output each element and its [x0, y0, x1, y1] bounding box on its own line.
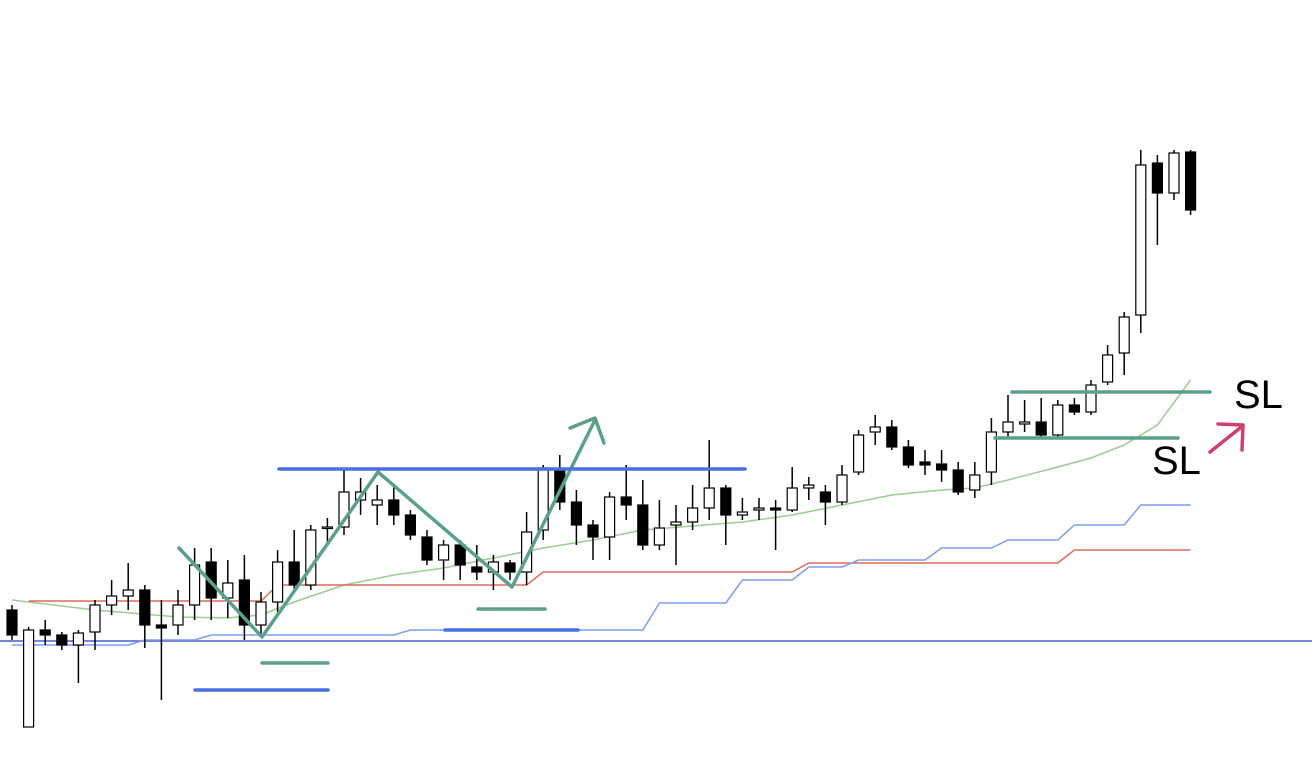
candle-body	[753, 507, 765, 511]
candle-body	[653, 527, 666, 546]
candle-body	[985, 431, 998, 473]
candle-body	[388, 499, 400, 516]
candle-body	[23, 629, 35, 728]
candle-body	[454, 544, 466, 566]
candle-body	[321, 526, 333, 530]
arrow-head	[568, 416, 606, 445]
candle-body	[1135, 164, 1147, 316]
drawings	[177, 390, 1245, 692]
candle-body	[969, 474, 981, 491]
candle-body	[155, 624, 167, 629]
candle-body	[1085, 384, 1097, 413]
candle-body	[1002, 421, 1014, 433]
candle-body	[670, 521, 682, 526]
candle-body	[272, 561, 284, 603]
candle-body	[919, 461, 931, 466]
candle-body	[238, 579, 250, 626]
candle-body	[1035, 421, 1047, 436]
candle-body	[438, 544, 450, 561]
candle-body	[1052, 404, 1064, 436]
candle-body	[620, 496, 632, 506]
candle-body	[603, 496, 616, 538]
candle-body	[819, 491, 832, 503]
candle-body	[471, 566, 483, 573]
candle-body	[105, 595, 118, 606]
indicator-line	[28, 549, 1191, 602]
candle-body	[869, 426, 881, 433]
candle-body	[886, 426, 898, 448]
candle-body	[736, 511, 749, 516]
candle-body	[935, 463, 948, 471]
indicator-line	[12, 504, 1191, 646]
candle-body	[570, 501, 583, 526]
candle-body	[305, 529, 317, 586]
candle-body	[1184, 151, 1197, 211]
candle-body	[504, 562, 516, 573]
indicator-line	[11, 379, 1192, 619]
candle-body	[803, 484, 815, 489]
candle-body	[587, 524, 599, 538]
candle-body	[255, 601, 267, 626]
candle-body	[703, 487, 715, 509]
red-arrow	[1208, 426, 1242, 454]
candle-body	[172, 604, 184, 626]
candle-body	[686, 507, 699, 523]
candle-body	[952, 469, 964, 493]
candle-body	[421, 536, 433, 561]
zigzag	[177, 418, 597, 639]
candle-body	[1151, 162, 1164, 194]
candle-body	[720, 487, 732, 516]
candle-body	[39, 629, 51, 636]
candle-body	[1068, 404, 1081, 413]
sl-label: SL	[1234, 373, 1283, 417]
candle-body	[769, 507, 782, 511]
candle-body	[1101, 354, 1114, 383]
candle-body	[72, 632, 85, 646]
candle-body	[786, 487, 798, 511]
candle-body	[520, 531, 533, 573]
red-arrow-head	[1216, 422, 1245, 452]
candle-body	[288, 561, 300, 586]
candle-body	[139, 589, 151, 626]
candle-body	[902, 446, 915, 466]
candle-body	[1118, 316, 1130, 354]
sl-label: SL	[1152, 439, 1201, 483]
candle-body	[371, 499, 383, 506]
candle-body	[836, 474, 848, 503]
candle-body	[122, 589, 134, 597]
candle-body	[1018, 421, 1031, 425]
candle-body	[637, 504, 649, 546]
candle-body	[404, 514, 416, 536]
candle-body	[1168, 152, 1180, 194]
candle-body	[852, 434, 865, 473]
candle-body	[89, 604, 101, 633]
candle-body	[338, 491, 350, 528]
candle-body	[56, 634, 68, 646]
candle-body	[6, 609, 18, 636]
